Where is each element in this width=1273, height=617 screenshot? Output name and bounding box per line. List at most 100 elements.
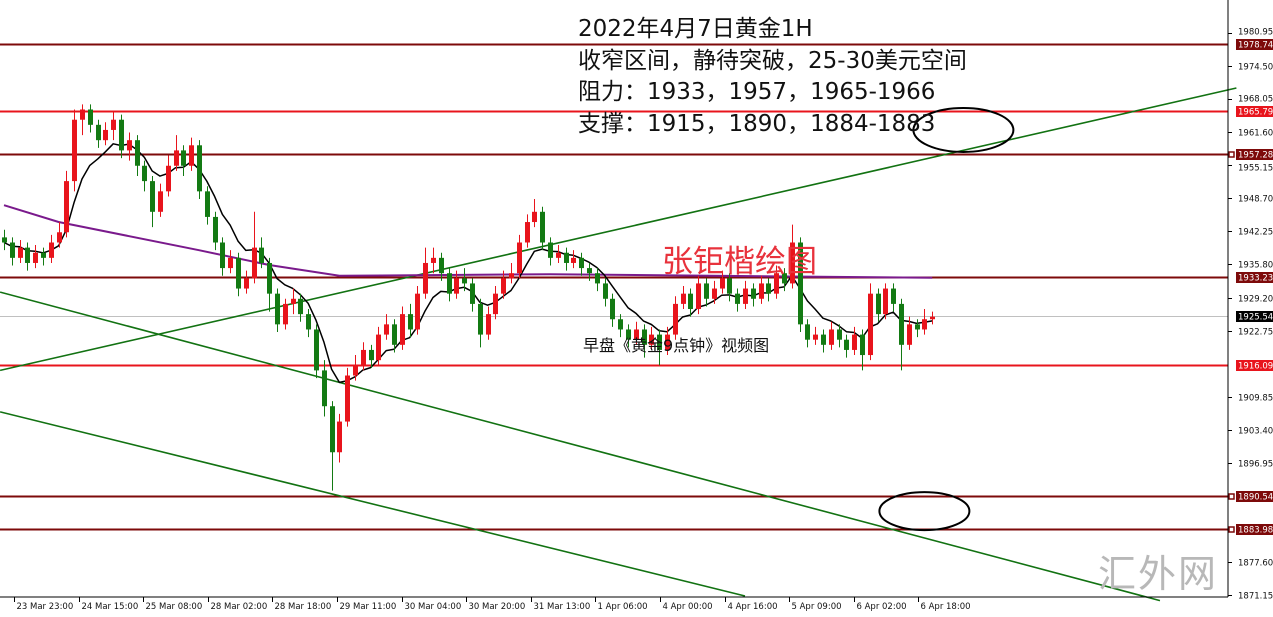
candle-body (626, 329, 631, 340)
candle-body (712, 288, 717, 299)
bear-candle (213, 211, 218, 251)
bull-candle (774, 265, 779, 299)
price-tick-label: 1961.60 (1238, 129, 1273, 139)
candle-body (275, 293, 280, 325)
price-tick-label: 1929.20 (1238, 295, 1273, 305)
candle-body (330, 406, 335, 453)
candle-body (103, 129, 108, 141)
bear-candle (610, 293, 615, 327)
level-label-bg (1236, 311, 1273, 322)
bear-candle (205, 186, 210, 225)
candle-body (72, 119, 77, 182)
highlight-ellipse (912, 106, 1015, 153)
candle-body (135, 140, 140, 166)
candle-body (766, 283, 771, 294)
candle-body (634, 329, 639, 340)
bear-candle (844, 334, 849, 358)
bull-candle (57, 222, 62, 248)
bear-candle (322, 360, 327, 417)
candle-body (915, 324, 920, 330)
price-tick-label: 1909.85 (1238, 394, 1273, 404)
bear-candle (88, 104, 93, 133)
candle-body (150, 181, 155, 212)
bull-candle (696, 275, 701, 315)
bear-candle (891, 283, 896, 312)
price-tick-label: 1935.80 (1238, 261, 1273, 271)
candle-body (642, 329, 647, 345)
price-tick-label: 1980.95 (1238, 28, 1273, 38)
level-label-bg (1236, 272, 1273, 283)
candle-body (829, 329, 834, 345)
level-price-label: 1883.98 (1238, 526, 1273, 536)
candle-body (704, 283, 709, 299)
candle-body (462, 278, 467, 284)
bear-candle (267, 257, 272, 312)
bear-candle (642, 324, 647, 358)
bear-candle (899, 298, 904, 371)
candle-body (837, 329, 842, 340)
bear-candle (298, 293, 303, 322)
level-marker (1228, 493, 1235, 500)
summary-line: 收窄区间，静待突破，25-30美元空间 (578, 47, 967, 74)
candle-body (111, 119, 116, 130)
candle-body (142, 165, 147, 182)
candle-body (735, 293, 740, 304)
bull-candle (556, 245, 561, 263)
bear-candle (751, 283, 756, 307)
candle-body (267, 262, 272, 294)
candle-body (595, 273, 600, 284)
candle-body (493, 293, 498, 315)
support-line: 支撑：1915，1890，1884-1883 (578, 110, 936, 137)
time-tick-label: 23 Mar 23:00 (17, 602, 74, 612)
candle-body (181, 150, 186, 166)
bull-candle (665, 326, 670, 356)
level-label-bg (1236, 149, 1273, 160)
bull-candle (813, 326, 818, 345)
bull-candle (868, 283, 873, 361)
candle-body (166, 165, 171, 192)
candle-body (408, 314, 413, 330)
bear-candle (10, 237, 15, 266)
author-credit: 张钜楷绘图 (662, 244, 817, 280)
bear-candle (876, 288, 881, 322)
bear-candle (119, 114, 124, 159)
candle-body (470, 283, 475, 304)
candle-body (423, 262, 428, 294)
bull-candle (33, 245, 38, 269)
bull-candle (72, 109, 77, 192)
price-tick-label: 1877.60 (1238, 559, 1273, 569)
candle-body (517, 242, 522, 274)
bull-candle (907, 316, 912, 350)
bear-candle (587, 262, 592, 281)
candle-body (556, 252, 561, 258)
bull-candle (759, 275, 764, 304)
time-tick-label: 30 Mar 20:00 (469, 602, 526, 612)
title-date: 2022年4月7日黄金1H (578, 16, 813, 42)
time-tick-label: 4 Apr 16:00 (728, 602, 778, 612)
bear-candle (915, 319, 920, 338)
time-tick-label: 28 Mar 02:00 (211, 602, 268, 612)
candle-body (33, 252, 38, 263)
trendlines (0, 87, 1237, 602)
level-label-bg (1236, 39, 1273, 50)
bull-candle (681, 285, 686, 310)
bull-candle (829, 321, 834, 350)
bull-candle (376, 326, 381, 366)
candle-body (907, 324, 912, 345)
bull-candle (673, 296, 678, 340)
candle-body (727, 278, 732, 294)
candle-body (197, 145, 202, 192)
bull-candle (649, 326, 654, 350)
highlight-ellipses (878, 106, 1015, 532)
candle-body (883, 288, 888, 315)
bull-candle (454, 270, 459, 299)
bull-candle (158, 183, 163, 217)
candle-body (361, 349, 366, 366)
bull-candle (353, 355, 358, 381)
candle-body (447, 273, 452, 294)
bull-candle (174, 135, 179, 171)
bear-candle (704, 278, 709, 307)
candle-body (759, 283, 764, 299)
